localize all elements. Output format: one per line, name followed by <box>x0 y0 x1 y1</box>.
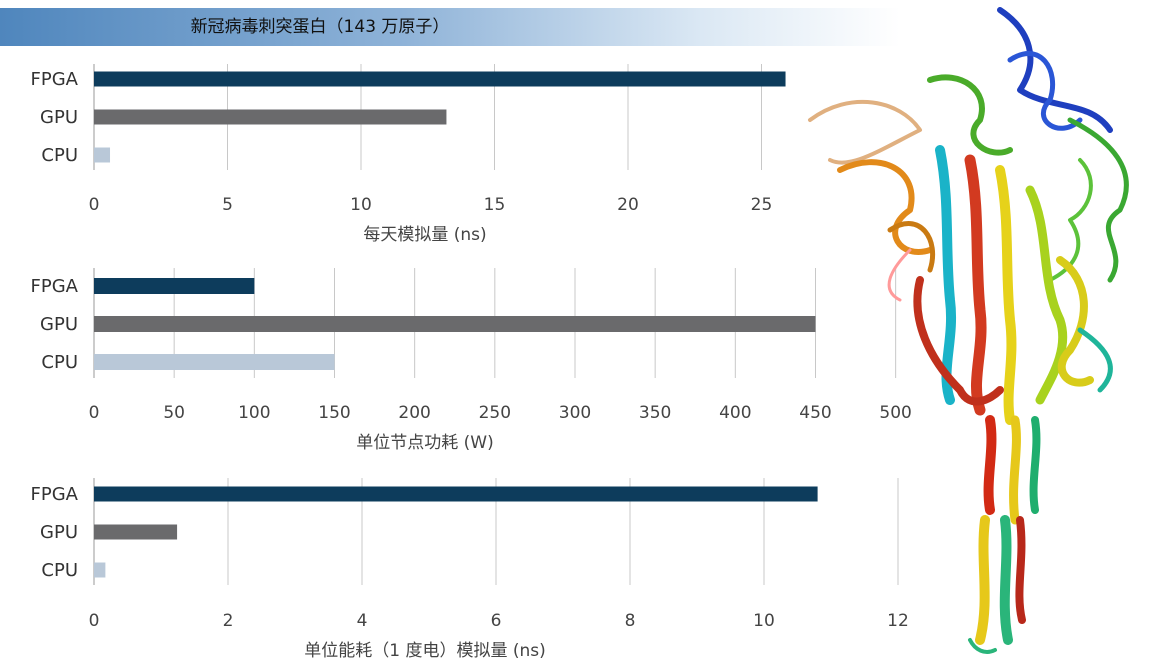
bar-gpu <box>94 316 816 332</box>
tick-label: 0 <box>89 403 100 423</box>
category-label: GPU <box>40 522 78 543</box>
tick-label: 25 <box>751 195 773 215</box>
category-label: GPU <box>40 314 78 335</box>
category-label: FPGA <box>31 484 79 505</box>
tick-label: 20 <box>617 195 639 215</box>
category-label: CPU <box>41 560 78 581</box>
category-label: FPGA <box>31 276 79 297</box>
tick-label: 100 <box>238 403 270 423</box>
bar-gpu <box>94 524 178 540</box>
tick-label: 500 <box>879 403 911 423</box>
tick-label: 8 <box>625 611 636 631</box>
tick-label: 6 <box>491 611 502 631</box>
tick-label: 50 <box>163 403 185 423</box>
tick-label: 10 <box>350 195 372 215</box>
tick-label: 0 <box>89 195 100 215</box>
tick-label: 450 <box>799 403 831 423</box>
bar-cpu <box>94 354 335 370</box>
bar-fpga <box>94 486 818 502</box>
category-label: GPU <box>40 107 78 128</box>
spike-protein-illustration <box>808 7 1129 654</box>
bar-cpu <box>94 562 106 578</box>
category-label: CPU <box>41 145 78 166</box>
tick-label: 2 <box>223 611 234 631</box>
tick-label: 10 <box>753 611 775 631</box>
tick-label: 250 <box>479 403 511 423</box>
tick-label: 150 <box>318 403 350 423</box>
tick-label: 5 <box>222 195 233 215</box>
x-axis-label: 单位能耗（1 度电）模拟量 (ns) <box>304 641 546 661</box>
chart-title: 新冠病毒刺突蛋白（143 万原子） <box>190 17 450 37</box>
tick-label: 200 <box>398 403 430 423</box>
bar-gpu <box>94 109 447 125</box>
title-banner: 新冠病毒刺突蛋白（143 万原子） <box>0 8 900 46</box>
tick-label: 15 <box>484 195 506 215</box>
category-label: CPU <box>41 352 78 373</box>
bar-fpga <box>94 278 255 294</box>
tick-label: 4 <box>357 611 368 631</box>
bar-cpu <box>94 147 111 163</box>
tick-label: 400 <box>719 403 751 423</box>
tick-label: 350 <box>639 403 671 423</box>
bar-fpga <box>94 71 786 87</box>
tick-label: 300 <box>559 403 591 423</box>
x-axis-label: 每天模拟量 (ns) <box>363 225 486 245</box>
tick-label: 0 <box>89 611 100 631</box>
tick-label: 12 <box>887 611 909 631</box>
category-label: FPGA <box>31 69 79 90</box>
x-axis-label: 单位节点功耗 (W) <box>356 433 493 453</box>
